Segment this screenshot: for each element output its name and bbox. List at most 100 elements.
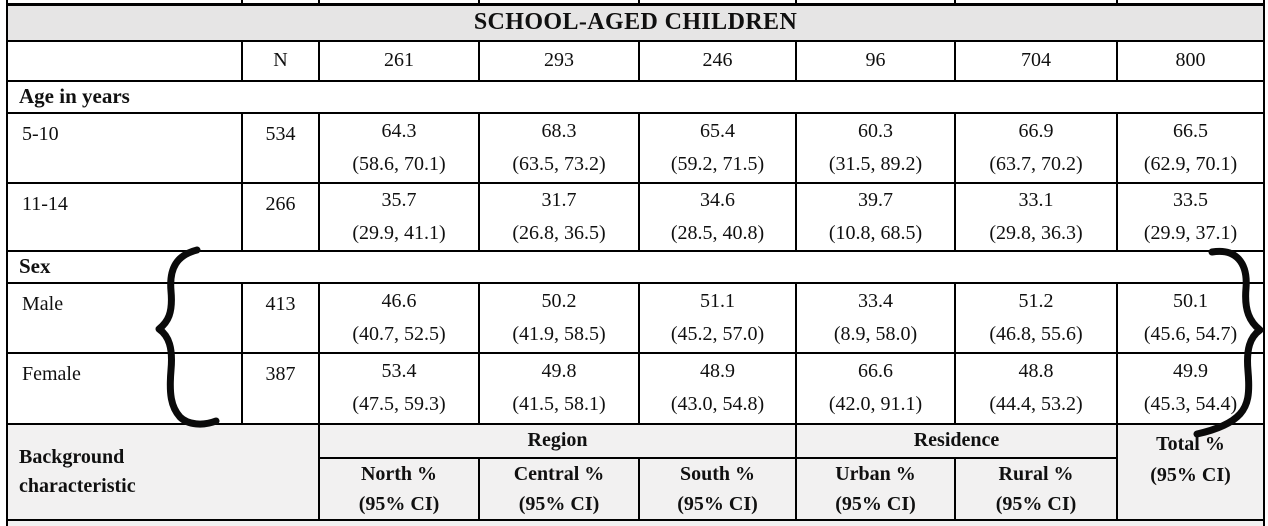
estimate-ci: (44.4, 53.2) <box>989 393 1083 415</box>
estimate-cell: 34.6 (28.5, 40.8) <box>638 181 797 252</box>
estimate-ci: (26.8, 36.5) <box>512 221 606 244</box>
estimate-ci: (31.5, 89.2) <box>828 152 923 175</box>
estimate-ci: (42.0, 91.1) <box>828 393 923 415</box>
estimate-ci: (45.6, 54.7) <box>1143 322 1238 345</box>
estimate-cell: 46.6 (40.7, 52.5) <box>318 281 480 354</box>
estimate-cell: 50.2 (41.9, 58.5) <box>478 281 640 354</box>
row-label: Female <box>6 351 243 425</box>
footer-column-header-row: North % (95% CI) Central % (95% CI) South … <box>7 456 1264 521</box>
estimate-ci: (59.2, 71.5) <box>670 152 765 175</box>
survey-table: SCHOOL-AGED CHILDREN N 261 293 246 96 70… <box>6 0 1265 526</box>
estimate-value: 66.5 <box>1173 119 1208 142</box>
column-header-rural: Rural % (95% CI) <box>954 456 1118 521</box>
estimate-cell: 31.7 (26.8, 36.5) <box>478 181 640 252</box>
sample-size-cell: 261 <box>318 39 480 82</box>
section-label: Age in years <box>6 79 1265 114</box>
estimate-value: 50.1 <box>1173 289 1208 312</box>
cropped-cell <box>795 0 956 6</box>
empty-stub-cell <box>6 39 243 82</box>
estimate-value: 49.9 <box>1173 360 1208 382</box>
estimate-value: 34.6 <box>700 188 735 211</box>
footer-group-row: Background characteristic Region Residen… <box>6 422 1265 521</box>
table-row-age-11-14: 11-14 266 35.7 (29.9, 41.1) 31.7 (26.8, 36… <box>6 181 1265 252</box>
column-header-line1: South % <box>679 462 756 485</box>
column-header-line2: (95% CI) <box>358 492 440 515</box>
total-column-header: Total % (95% CI) <box>1116 422 1265 521</box>
estimate-value: 49.8 <box>541 360 577 382</box>
estimate-ci: (43.0, 54.8) <box>670 393 765 415</box>
estimate-value: 46.6 <box>381 289 417 312</box>
n-column-header: N <box>241 39 320 82</box>
estimate-value: 53.4 <box>381 360 417 382</box>
estimate-value: 48.9 <box>700 360 735 382</box>
sample-size-cell: 800 <box>1116 39 1265 82</box>
estimate-cell: 66.6 (42.0, 91.1) <box>795 351 956 425</box>
cropped-cell <box>318 0 480 6</box>
estimate-ci: (8.9, 58.0) <box>833 322 918 345</box>
estimate-cell: 33.1 (29.8, 36.3) <box>954 181 1118 252</box>
estimate-cell: 48.9 (43.0, 54.8) <box>638 351 797 425</box>
estimate-cell: 66.5 (62.9, 70.1) <box>1116 111 1265 184</box>
estimate-value: 35.7 <box>381 188 417 211</box>
cropped-row-below <box>6 518 1265 526</box>
total-header-line1: Total % <box>1156 432 1225 455</box>
estimate-ci: (28.5, 40.8) <box>670 221 765 244</box>
estimate-value: 60.3 <box>858 119 893 142</box>
section-header-sex: Sex <box>6 249 1265 284</box>
estimate-cell: 49.9 (45.3, 54.4) <box>1116 351 1265 425</box>
estimate-ci: (46.8, 55.6) <box>989 322 1083 345</box>
estimate-cell: 51.1 (45.2, 57.0) <box>638 281 797 354</box>
estimate-cell: 64.3 (58.6, 70.1) <box>318 111 480 184</box>
estimate-ci: (58.6, 70.1) <box>352 152 446 175</box>
estimate-value: 33.5 <box>1173 188 1208 211</box>
row-label: 11-14 <box>6 181 243 252</box>
estimate-ci: (40.7, 52.5) <box>352 322 446 345</box>
title-row: SCHOOL-AGED CHILDREN <box>6 3 1265 42</box>
column-header-line2: (95% CI) <box>677 492 758 515</box>
row-n-cell: 266 <box>241 181 320 252</box>
group-header-residence: Residence <box>795 422 1118 459</box>
estimate-ci: (29.8, 36.3) <box>989 221 1083 244</box>
estimate-cell: 50.1 (45.6, 54.7) <box>1116 281 1265 354</box>
column-header-line2: (95% CI) <box>995 492 1077 515</box>
group-header-region: Region <box>318 422 797 459</box>
estimate-cell: 60.3 (31.5, 89.2) <box>795 111 956 184</box>
column-header-central: Central % (95% CI) <box>478 456 640 521</box>
estimate-cell: 33.5 (29.9, 37.1) <box>1116 181 1265 252</box>
estimate-ci: (29.9, 41.1) <box>352 221 446 244</box>
estimate-ci: (62.9, 70.1) <box>1143 152 1238 175</box>
sample-size-cell: 96 <box>795 39 956 82</box>
estimate-ci: (41.5, 58.1) <box>512 393 606 415</box>
column-header-north: North % (95% CI) <box>318 456 480 521</box>
column-header-line1: Urban % <box>835 462 916 485</box>
table-row-male: Male 413 46.6 (40.7, 52.5) 50.2 (41.9, 58.… <box>6 281 1265 354</box>
row-label: 5-10 <box>6 111 243 184</box>
column-header-line2: (95% CI) <box>835 492 916 515</box>
estimate-value: 31.7 <box>541 188 577 211</box>
estimate-ci: (47.5, 59.3) <box>352 393 446 415</box>
estimate-value: 64.3 <box>381 119 417 142</box>
estimate-value: 66.6 <box>858 360 893 382</box>
column-header-line1: North % <box>360 462 438 485</box>
column-header-line1: Rural % <box>998 462 1074 485</box>
estimate-cell: 35.7 (29.9, 41.1) <box>318 181 480 252</box>
estimate-ci: (45.3, 54.4) <box>1143 393 1238 415</box>
estimate-ci: (45.2, 57.0) <box>670 322 765 345</box>
stub-header-line2: characteristic <box>19 474 136 497</box>
estimate-ci: (29.9, 37.1) <box>1143 221 1238 244</box>
row-n-cell: 534 <box>241 111 320 184</box>
table-row-age-5-10: 5-10 534 64.3 (58.6, 70.1) 68.3 (63.5, 73.… <box>6 111 1265 184</box>
estimate-value: 68.3 <box>541 119 577 142</box>
estimate-value: 39.7 <box>858 188 893 211</box>
estimate-cell: 68.3 (63.5, 73.2) <box>478 111 640 184</box>
cropped-cell <box>954 0 1118 6</box>
cropped-row-above <box>6 0 1265 6</box>
estimate-cell: 48.8 (44.4, 53.2) <box>954 351 1118 425</box>
cropped-cell <box>6 0 243 6</box>
estimate-ci: (10.8, 68.5) <box>828 221 923 244</box>
table-row-female: Female 387 53.4 (47.5, 59.3) 49.8 (41.5, 5… <box>6 351 1265 425</box>
sample-size-row: N 261 293 246 96 704 800 <box>6 39 1265 82</box>
estimate-ci: (41.9, 58.5) <box>512 322 606 345</box>
row-n-cell: 413 <box>241 281 320 354</box>
